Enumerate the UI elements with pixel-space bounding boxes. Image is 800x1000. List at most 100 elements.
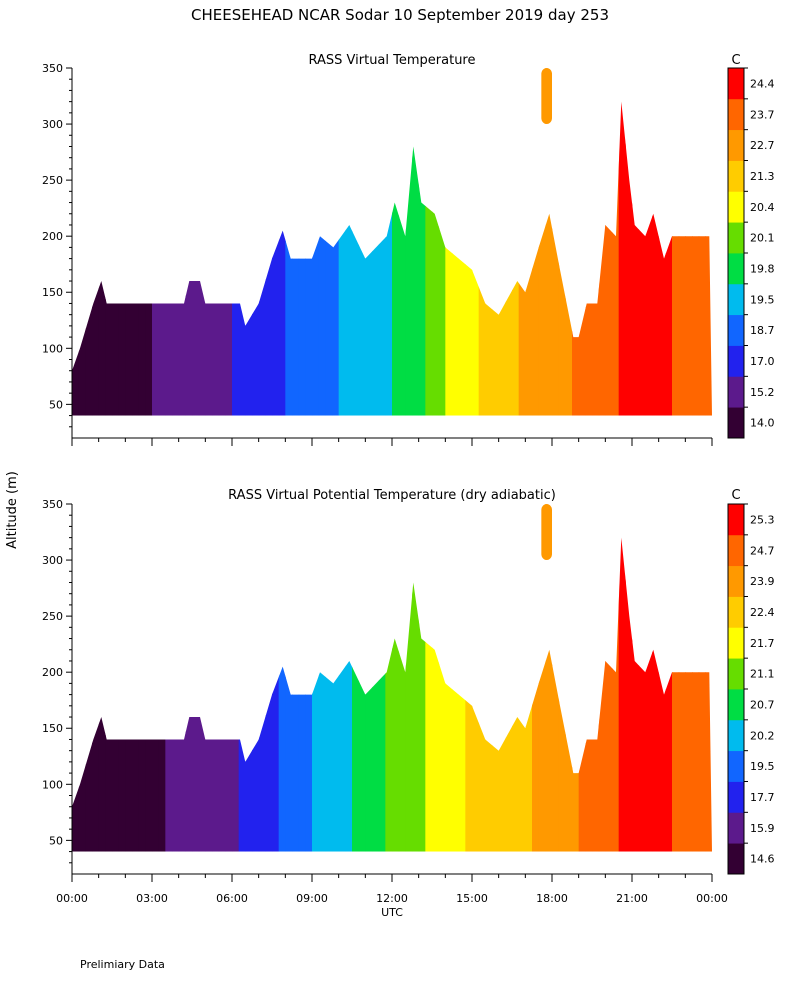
colorbar-swatch [728, 407, 744, 439]
temperature-cell [678, 68, 686, 416]
colorbar-tick-label: 24.7 [750, 544, 775, 557]
temperature-cell [212, 68, 220, 416]
temperature-cell [218, 504, 226, 852]
y-tick-label: 100 [42, 778, 63, 791]
temperature-cell [458, 68, 466, 416]
temperature-cell [212, 504, 220, 852]
temperature-cell [92, 68, 100, 416]
temperature-cell [185, 68, 193, 416]
footnote: Prelimiary Data [80, 958, 165, 971]
temperature-cell [498, 68, 506, 416]
temperature-cell [658, 504, 666, 852]
temperature-cell [105, 68, 113, 416]
colorbar-tick-label: 20.7 [750, 698, 775, 711]
colorbar-tick-label: 23.9 [750, 575, 775, 588]
colorbar-swatch [728, 565, 744, 597]
temperature-cell [512, 504, 520, 852]
colorbar-swatch [728, 129, 744, 161]
temperature-cell [278, 504, 286, 852]
colorbar-swatch [728, 627, 744, 659]
colorbar-swatch [728, 160, 744, 192]
temperature-cell [245, 68, 253, 416]
temperature-cell [132, 504, 140, 852]
temperature-cell [145, 504, 153, 852]
temperature-cell [318, 68, 326, 416]
temperature-cell [112, 504, 120, 852]
temperature-cell [365, 68, 373, 416]
temperature-cell [625, 68, 633, 416]
colorbar-swatch [728, 376, 744, 408]
temperature-cell [112, 68, 120, 416]
x-tick-label: 18:00 [536, 892, 568, 905]
temperature-cell [338, 504, 346, 852]
temperature-cell [298, 504, 306, 852]
temperature-cell [172, 68, 180, 416]
y-tick-label: 150 [42, 286, 63, 299]
temperature-cell [565, 504, 573, 852]
temperature-cell [305, 504, 313, 852]
panel-title: RASS Virtual Temperature [309, 53, 476, 68]
x-tick-label: 09:00 [296, 892, 328, 905]
temperature-cell [478, 68, 486, 416]
x-tick-label: 00:00 [696, 892, 728, 905]
temperature-cell [458, 504, 466, 852]
temperature-cell [678, 504, 686, 852]
colorbar-tick-label: 19.8 [750, 262, 775, 275]
temperature-cell [125, 504, 133, 852]
temperature-cell [298, 68, 306, 416]
y-tick-label: 200 [42, 230, 63, 243]
temperature-cell [452, 68, 460, 416]
colorbar-swatch [728, 98, 744, 131]
temperature-field [72, 504, 712, 852]
x-axis-label: UTC [381, 906, 403, 919]
panel-virtual-temperature: RASS Virtual Temperature C 50 100 150 200 25… [42, 53, 775, 446]
colorbar-swatch [728, 191, 744, 223]
temperature-cell [258, 504, 266, 852]
temperature-cell [118, 68, 126, 416]
temperature-cell [578, 68, 586, 416]
temperature-cell [158, 68, 166, 416]
temperature-cell [385, 68, 393, 416]
colorbar-swatch [728, 812, 744, 844]
colorbar-swatch [728, 596, 744, 628]
temperature-cell [165, 68, 173, 416]
colorbar-tick-label: 20.4 [750, 201, 775, 214]
temperature-cell [272, 504, 280, 852]
temperature-cell [78, 68, 86, 416]
temperature-cell [265, 68, 273, 416]
temperature-cell [152, 68, 160, 416]
temperature-cell [358, 68, 366, 416]
temperature-cell [698, 504, 706, 852]
temperature-cell [285, 68, 293, 416]
temperature-cell [398, 68, 406, 416]
temperature-cell [385, 504, 393, 852]
temperature-cell [325, 68, 333, 416]
temperature-cell [412, 504, 420, 852]
temperature-cell [145, 68, 153, 416]
y-tick-label: 300 [42, 554, 63, 567]
temperature-cell [518, 68, 526, 416]
temperature-cell [592, 504, 600, 852]
temperature-cell [192, 504, 200, 852]
temperature-cell [72, 68, 80, 416]
colorbar-tick-label: 22.4 [750, 606, 775, 619]
temperature-cell [292, 504, 300, 852]
temperature-cell [152, 504, 160, 852]
temperature-cell [85, 68, 93, 416]
temperature-cell [598, 68, 606, 416]
temperature-cell [665, 68, 673, 416]
temperature-cell [418, 68, 426, 416]
temperature-cell [405, 504, 413, 852]
temperature-cell [505, 68, 513, 416]
temperature-cell [332, 504, 340, 852]
temperature-cell [125, 68, 133, 416]
temperature-cell [392, 68, 400, 416]
colorbar-tick-label: 15.9 [750, 822, 775, 835]
temperature-cell [618, 68, 626, 416]
temperature-cell [538, 68, 546, 416]
temperature-cell [118, 504, 126, 852]
temperature-cell [392, 504, 400, 852]
temperature-cell [425, 504, 433, 852]
temperature-cell [638, 68, 646, 416]
temperature-cell [332, 68, 340, 416]
